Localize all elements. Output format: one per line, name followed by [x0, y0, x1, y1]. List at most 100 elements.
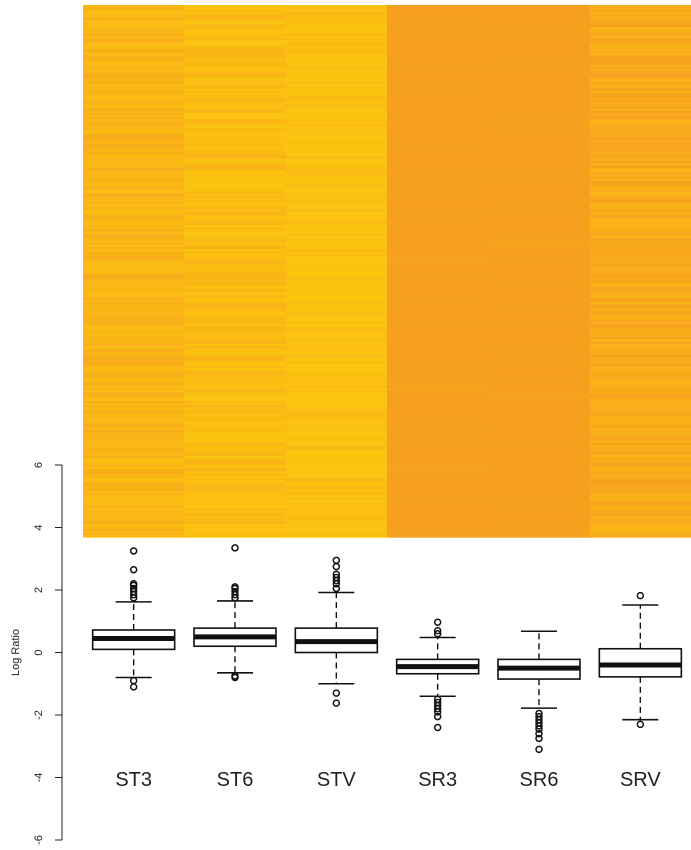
heatmap-cell — [285, 194, 388, 197]
heatmap-cell — [184, 475, 287, 479]
heatmap-cell — [285, 530, 388, 534]
heatmap-cell — [184, 308, 287, 312]
heatmap-cell — [83, 130, 185, 133]
heatmap-cell — [184, 253, 287, 257]
heatmap-cell — [488, 86, 591, 89]
heatmap-cell — [488, 244, 591, 248]
heatmap-cell — [184, 222, 287, 226]
heatmap-cell — [488, 517, 591, 521]
heatmap-cell — [83, 497, 185, 501]
heatmap-cell — [83, 526, 185, 529]
heatmap-cell — [387, 68, 489, 72]
heatmap-cell — [387, 145, 489, 149]
heatmap-cell — [488, 185, 591, 188]
heatmap-cell — [184, 332, 287, 336]
heatmap-cell — [285, 471, 388, 474]
heatmap-cell — [184, 489, 287, 492]
heatmap-cell — [83, 447, 185, 450]
heatmap-cell — [83, 225, 185, 228]
heatmap-cell — [589, 530, 691, 534]
outlier-point — [535, 734, 543, 743]
heatmap-cell — [184, 126, 287, 129]
heatmap-cell — [285, 22, 388, 26]
heatmap-cell — [488, 526, 591, 529]
heatmap-cell — [488, 165, 591, 169]
heatmap-cell — [488, 205, 591, 208]
heatmap-cell — [589, 46, 691, 50]
heatmap-cell — [589, 277, 691, 281]
heatmap-cell — [589, 328, 691, 331]
heatmap-cell — [184, 53, 287, 56]
heatmap-cell — [285, 137, 388, 140]
heatmap-cell — [387, 337, 489, 340]
outlier-point — [332, 573, 341, 582]
heatmap-cell — [184, 381, 287, 384]
heatmap-cell — [285, 60, 388, 63]
heatmap-cell — [589, 449, 691, 452]
heatmap-cell — [589, 22, 691, 26]
heatmap-cell — [285, 286, 388, 290]
heatmap-cell — [589, 7, 691, 10]
heatmap-cell — [285, 220, 388, 224]
heatmap-cell — [285, 185, 388, 188]
heatmap-cell — [285, 310, 388, 314]
heatmap-cell — [184, 55, 287, 59]
heatmap-cell — [488, 207, 591, 210]
heatmap-cell — [488, 145, 591, 149]
heatmap-cell — [488, 291, 591, 294]
heatmap-cell — [387, 456, 489, 459]
heatmap-cell — [589, 231, 691, 235]
heatmap-cell — [184, 84, 287, 87]
heatmap-cell — [285, 66, 388, 70]
heatmap-cell — [83, 119, 185, 122]
heatmap-cell — [488, 299, 591, 303]
heatmap-cell — [83, 38, 185, 41]
heatmap-cell — [285, 167, 388, 171]
heatmap-cell — [184, 339, 287, 342]
heatmap-cell — [589, 482, 691, 485]
heatmap-cell — [488, 117, 591, 120]
heatmap-cell — [184, 519, 287, 523]
heatmap-cell — [387, 392, 489, 395]
heatmap-cell — [589, 170, 691, 173]
heatmap-cell — [83, 64, 185, 67]
heatmap-cell — [285, 387, 388, 391]
heatmap-cell — [589, 528, 691, 532]
heatmap-cell — [488, 403, 591, 406]
heatmap-cell — [285, 401, 388, 404]
heatmap-cell — [488, 511, 591, 514]
heatmap-cell — [387, 233, 489, 237]
heatmap-cell — [589, 29, 691, 32]
heatmap-cell — [83, 152, 185, 155]
heatmap-cell — [387, 438, 489, 441]
heatmap-cell — [184, 40, 287, 43]
heatmap-cell — [589, 326, 691, 329]
heatmap-cell — [83, 134, 185, 138]
heatmap-cell — [488, 379, 591, 382]
heatmap-cell — [488, 198, 591, 202]
heatmap-cell — [184, 442, 287, 446]
heatmap-cell — [83, 436, 185, 439]
heatmap-cell — [589, 77, 691, 81]
heatmap-cell — [488, 313, 591, 316]
heatmap-cell — [83, 337, 185, 340]
heatmap-cell — [488, 57, 591, 61]
heatmap-cell — [488, 110, 591, 114]
heatmap-cell — [488, 359, 591, 362]
heatmap-cell — [83, 493, 185, 496]
heatmap-cell — [184, 445, 287, 448]
heatmap-cell — [488, 427, 591, 430]
heatmap-cell — [589, 493, 691, 496]
heatmap-cell — [589, 40, 691, 43]
heatmap-cell — [589, 167, 691, 171]
heatmap-cell — [387, 238, 489, 241]
heatmap-cell — [387, 409, 489, 413]
heatmap-cell — [83, 229, 185, 232]
heatmap-cell — [589, 405, 691, 408]
heatmap-cell — [285, 519, 388, 523]
heatmap-cell — [387, 97, 489, 100]
heatmap-cell — [589, 502, 691, 505]
heatmap-cell — [589, 275, 691, 279]
heatmap-cell — [184, 106, 287, 109]
heatmap-cell — [589, 240, 691, 243]
